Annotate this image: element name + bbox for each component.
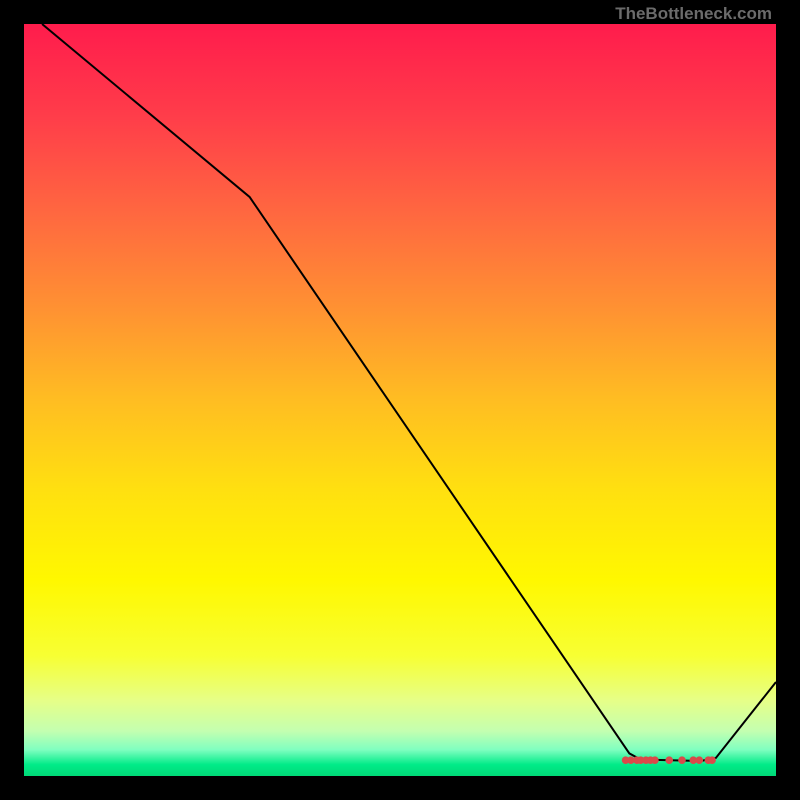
bottleneck-chart xyxy=(24,24,776,776)
optimal-marker xyxy=(678,756,686,764)
optimal-range-markers xyxy=(622,756,716,764)
optimal-marker xyxy=(708,756,716,764)
chart-background xyxy=(24,24,776,776)
attribution-text: TheBottleneck.com xyxy=(615,4,772,24)
optimal-marker xyxy=(696,756,704,764)
optimal-marker xyxy=(651,756,659,764)
optimal-marker xyxy=(665,756,673,764)
chart-svg xyxy=(24,24,776,776)
